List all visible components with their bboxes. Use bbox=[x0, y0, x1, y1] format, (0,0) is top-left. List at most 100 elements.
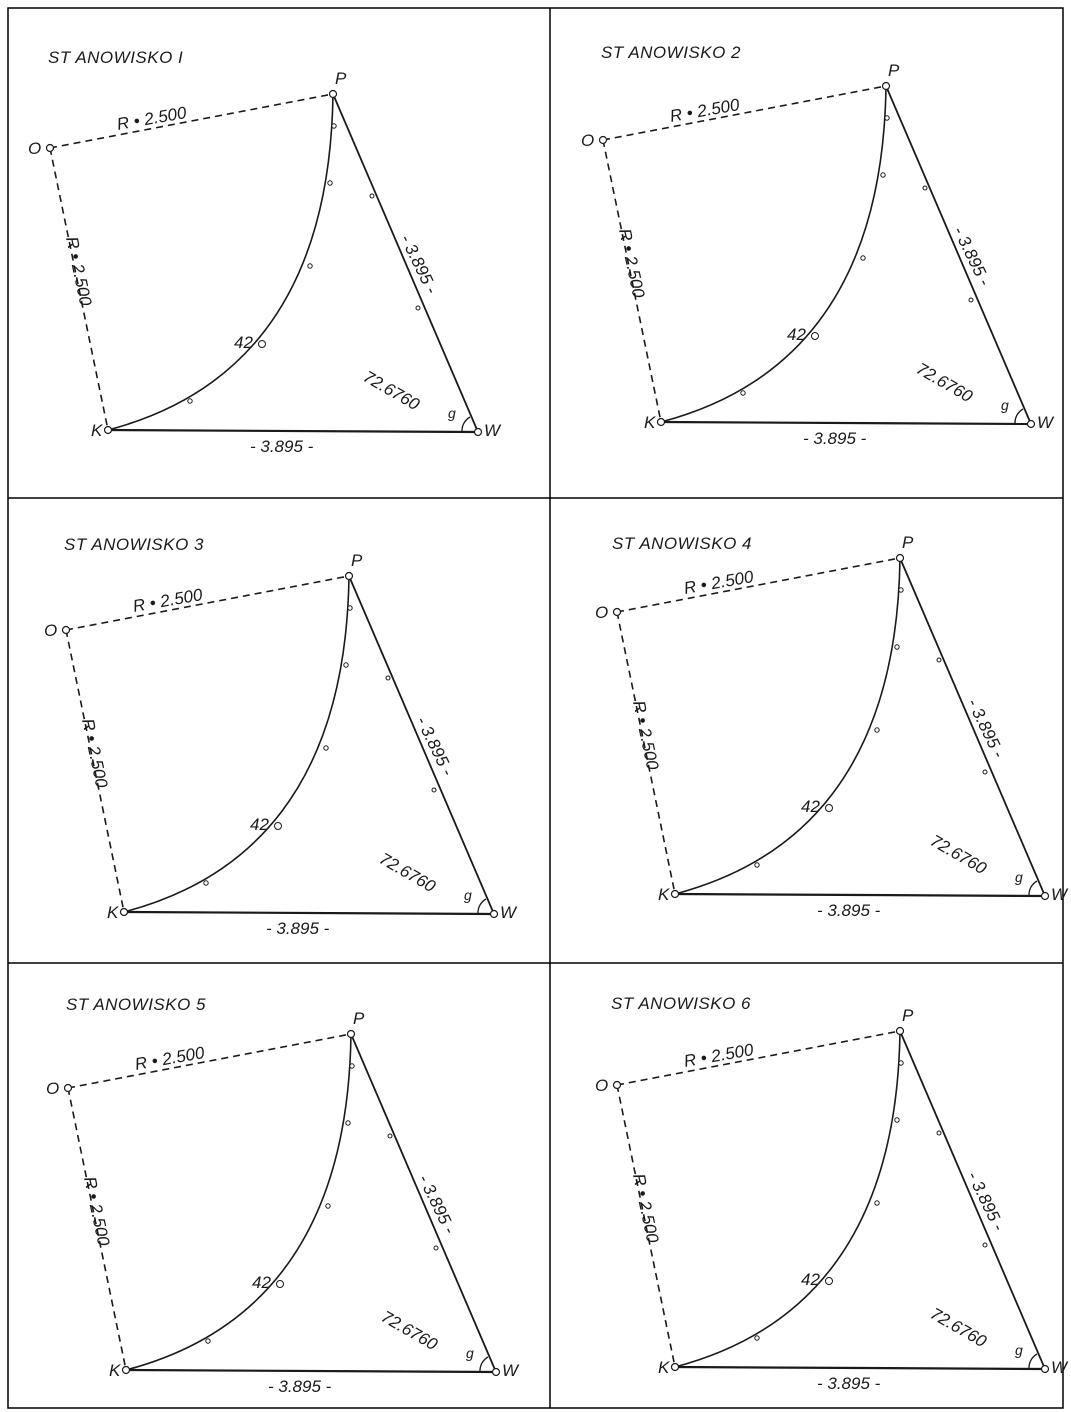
arc-station-mark bbox=[203, 880, 209, 886]
point-w-label: W bbox=[484, 421, 502, 440]
angle-unit-label: g bbox=[1015, 869, 1023, 885]
arc-station-mark bbox=[349, 1063, 355, 1069]
point-p-label: P bbox=[902, 1006, 914, 1025]
tangent-mark bbox=[936, 657, 942, 663]
grid-border bbox=[7, 7, 1064, 1409]
radius-line-op bbox=[616, 1030, 901, 1086]
point-k-marker bbox=[656, 417, 666, 427]
radius-left-label: R • 2.500 bbox=[629, 1172, 662, 1245]
arc-station-mark bbox=[276, 1280, 284, 1288]
arc-station-label: 42 bbox=[234, 333, 253, 352]
radius-left-label: R • 2.500 bbox=[629, 699, 662, 772]
panel-title-3: ST ANOWISKO 3 bbox=[64, 535, 204, 554]
tangent-mark bbox=[415, 305, 421, 311]
point-p-marker bbox=[895, 1026, 905, 1036]
point-w-label: W bbox=[500, 903, 518, 922]
tangent-line-pw bbox=[350, 1033, 497, 1373]
diagram-panel-5: O P K W R • 2.500 R • 2.500 - 3.895 - - 3.895 -… bbox=[46, 1009, 520, 1396]
curve-arc bbox=[125, 1033, 352, 1371]
tangent-mark bbox=[431, 787, 437, 793]
tangent-line-kw bbox=[660, 420, 1032, 426]
angle-arc bbox=[1028, 1353, 1038, 1370]
radius-line-op bbox=[49, 93, 334, 149]
radius-top-label: R • 2.500 bbox=[682, 1040, 755, 1071]
arc-station-mark bbox=[898, 587, 904, 593]
arc-station-mark bbox=[187, 398, 193, 404]
radius-left-label: R • 2.500 bbox=[615, 227, 648, 300]
point-k-label: K bbox=[658, 885, 670, 904]
side-pw-label: - 3.895 - bbox=[414, 1171, 459, 1237]
point-p-marker bbox=[881, 81, 891, 91]
panel-title-1: ST ANOWISKO I bbox=[48, 48, 183, 67]
point-k-marker bbox=[119, 907, 129, 917]
side-kw-label: - 3.895 - bbox=[266, 919, 330, 938]
point-w-label: W bbox=[1037, 413, 1055, 432]
point-k-label: K bbox=[91, 421, 103, 440]
point-w-marker bbox=[1040, 891, 1050, 901]
angle-value-label: 72.6760 bbox=[376, 849, 439, 896]
arc-station-label: 42 bbox=[801, 1270, 820, 1289]
arc-station-mark bbox=[898, 1060, 904, 1066]
point-o-marker bbox=[598, 135, 608, 145]
point-o-label: O bbox=[581, 131, 594, 150]
side-kw-label: - 3.895 - bbox=[817, 901, 881, 920]
arc-station-mark bbox=[205, 1338, 211, 1344]
tangent-mark bbox=[433, 1245, 439, 1251]
radius-top-label: R • 2.500 bbox=[131, 585, 204, 616]
curve-arc bbox=[674, 557, 901, 895]
tangent-line-kw bbox=[674, 892, 1046, 898]
arc-station-mark bbox=[884, 115, 890, 121]
tangent-line-kw bbox=[123, 910, 495, 916]
radius-top-label: R • 2.500 bbox=[133, 1043, 206, 1074]
diagram-panel-1: O P K W R • 2.500 R • 2.500 - 3.895 - - 3.895 -… bbox=[28, 69, 502, 456]
side-pw-label: - 3.895 - bbox=[949, 223, 994, 289]
tangent-mark bbox=[982, 1242, 988, 1248]
point-k-marker bbox=[103, 425, 113, 435]
point-w-marker bbox=[1040, 1364, 1050, 1374]
point-p-label: P bbox=[902, 533, 914, 552]
angle-arc bbox=[479, 1356, 489, 1373]
arc-station-mark bbox=[325, 1203, 331, 1209]
point-p-label: P bbox=[335, 69, 347, 88]
radius-line-op bbox=[65, 575, 350, 631]
curve-arc bbox=[123, 575, 350, 913]
point-p-marker bbox=[346, 1029, 356, 1039]
angle-unit-label: g bbox=[466, 1345, 474, 1361]
radius-line-op bbox=[602, 85, 887, 141]
point-w-marker bbox=[473, 427, 483, 437]
tangent-line-pw bbox=[332, 93, 479, 433]
point-o-marker bbox=[612, 607, 622, 617]
panel-title-4: ST ANOWISKO 4 bbox=[612, 534, 752, 553]
arc-station-label: 42 bbox=[250, 815, 269, 834]
angle-value-label: 72.6760 bbox=[913, 359, 976, 406]
tangent-line-kw bbox=[107, 428, 479, 434]
point-k-label: K bbox=[658, 1358, 670, 1377]
tangent-line-pw bbox=[899, 1030, 1046, 1370]
diagram-panel-4: O P K W R • 2.500 R • 2.500 - 3.895 - - 3.895 -… bbox=[595, 533, 1069, 920]
arc-station-mark bbox=[327, 180, 333, 186]
side-pw-label: - 3.895 - bbox=[412, 713, 457, 779]
point-o-label: O bbox=[595, 1076, 608, 1095]
tangent-line-pw bbox=[885, 85, 1032, 425]
arc-station-mark bbox=[307, 263, 313, 269]
point-w-marker bbox=[489, 909, 499, 919]
radius-top-label: R • 2.500 bbox=[668, 95, 741, 126]
radius-left-label: R • 2.500 bbox=[78, 717, 111, 790]
arc-station-mark bbox=[331, 123, 337, 129]
point-p-marker bbox=[895, 553, 905, 563]
point-p-marker bbox=[344, 571, 354, 581]
tangent-line-kw bbox=[125, 1368, 497, 1374]
arc-station-mark bbox=[343, 662, 349, 668]
radius-top-label: R • 2.500 bbox=[115, 103, 188, 134]
point-p-label: P bbox=[888, 61, 900, 80]
radius-left-label: R • 2.500 bbox=[62, 235, 95, 308]
arc-station-mark bbox=[754, 862, 760, 868]
arc-station-label: 42 bbox=[801, 797, 820, 816]
arc-station-label: 42 bbox=[787, 325, 806, 344]
angle-unit-label: g bbox=[1015, 1342, 1023, 1358]
curve-arc bbox=[107, 93, 334, 431]
angle-value-label: 72.6760 bbox=[927, 1304, 990, 1351]
side-pw-label: - 3.895 - bbox=[963, 1168, 1008, 1234]
radius-line-op bbox=[616, 557, 901, 613]
